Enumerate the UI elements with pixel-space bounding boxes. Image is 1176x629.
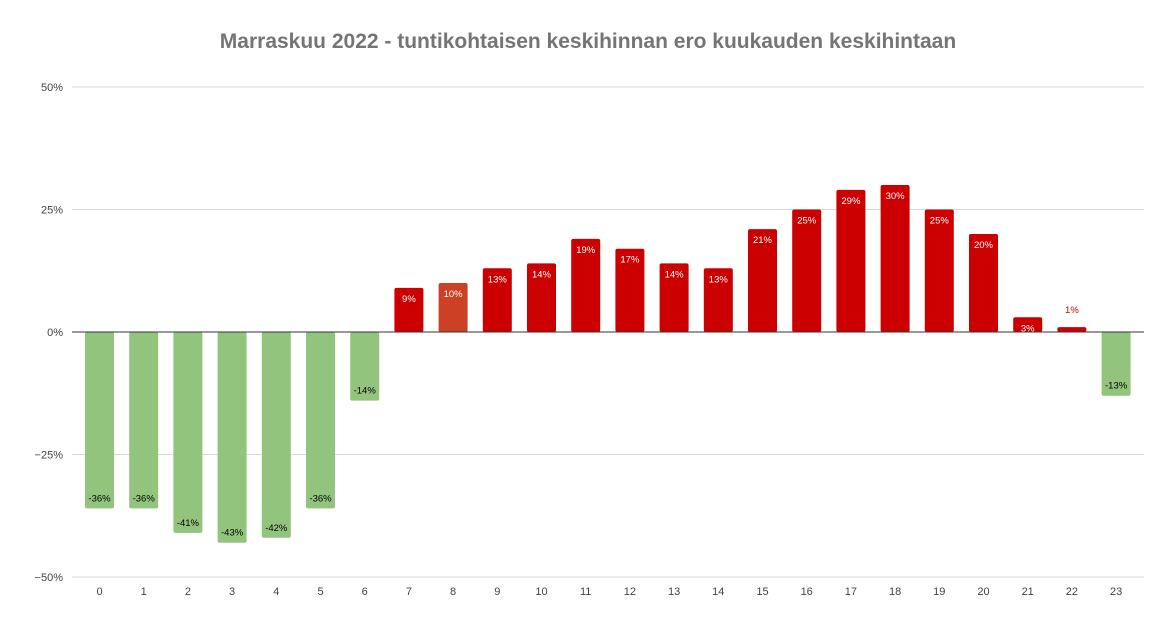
x-tick-label: 12 [624, 586, 636, 598]
y-tick-label: 0% [47, 327, 63, 339]
bar [924, 209, 954, 332]
bar [438, 283, 468, 332]
y-tick-label: −25% [35, 450, 64, 462]
gridlines [72, 86, 1144, 578]
x-tick-label: 9 [494, 586, 500, 598]
data-label: 17% [620, 255, 640, 266]
data-label: 13% [709, 274, 729, 285]
data-labels: -36% -36% -41% -43% -42% -36% -14% 9% 10% 13% 14% 1… [88, 191, 1127, 539]
bar [1101, 332, 1131, 396]
data-label: -36% [309, 493, 332, 504]
y-tick-label: −50% [35, 572, 64, 584]
y-tick-label: 50% [41, 82, 63, 94]
x-tick-label: 17 [845, 586, 857, 598]
bar [217, 332, 247, 543]
data-label: 14% [532, 269, 552, 280]
x-tick-label: 20 [977, 586, 989, 598]
data-label: 30% [886, 191, 906, 202]
chart-title: Marraskuu 2022 - tuntikohtaisen keskihin… [219, 30, 957, 53]
bar [836, 189, 866, 332]
data-label: 10% [444, 289, 464, 300]
x-tick-label: 15 [756, 586, 768, 598]
data-label: -14% [354, 386, 377, 397]
x-tick-label: 18 [889, 586, 901, 598]
data-label: -13% [1105, 381, 1128, 392]
x-tick-label: 10 [535, 586, 547, 598]
bar [703, 268, 733, 332]
data-label: 25% [930, 216, 950, 227]
x-tick-label: 8 [450, 586, 456, 598]
bar [129, 332, 159, 509]
bar [350, 332, 380, 401]
x-tick-label: 22 [1066, 586, 1078, 598]
x-tick-label: 1 [141, 586, 147, 598]
data-label: 19% [576, 245, 596, 256]
x-tick-label: 0 [96, 586, 102, 598]
bar [527, 263, 556, 332]
x-tick-label: 3 [229, 586, 235, 598]
bar [173, 332, 203, 533]
bar [394, 287, 424, 332]
data-label: 14% [665, 269, 685, 280]
data-label: 29% [841, 196, 861, 207]
x-tick-label: 6 [362, 586, 368, 598]
data-label: 3% [1021, 323, 1035, 334]
bar [792, 209, 822, 332]
data-label: 25% [797, 216, 817, 227]
bar [1013, 317, 1043, 332]
x-tick-label: 11 [580, 586, 591, 598]
bar [482, 268, 512, 332]
data-label: -36% [88, 493, 111, 504]
bar [615, 248, 645, 332]
data-label: 20% [974, 240, 994, 251]
x-tick-label: 19 [933, 586, 945, 598]
x-tick-label: 2 [185, 586, 191, 598]
bar [261, 332, 291, 538]
bar [659, 263, 689, 332]
y-axis-ticks: 50% 25% 0% −25% −50% [35, 82, 64, 584]
x-tick-label: 13 [668, 586, 680, 598]
bar [571, 238, 601, 332]
bar [1057, 327, 1087, 332]
x-tick-label: 21 [1022, 586, 1034, 598]
data-label: -43% [221, 528, 244, 539]
data-label: 13% [488, 274, 508, 285]
x-tick-label: 5 [317, 586, 323, 598]
x-tick-label: 16 [801, 586, 813, 598]
x-tick-label: 4 [273, 586, 279, 598]
data-label: 21% [753, 235, 773, 246]
y-tick-label: 25% [41, 205, 63, 217]
data-label: 9% [402, 294, 416, 305]
data-label: -42% [265, 523, 288, 534]
bar [748, 229, 777, 332]
bar [969, 234, 998, 332]
data-label: 1% [1065, 305, 1079, 316]
x-axis-ticks: 0 1 2 3 4 5 6 7 8 9 10 11 12 13 14 15 16 17 18 19 20 21 22 23 [96, 586, 1122, 598]
x-tick-label: 7 [406, 586, 412, 598]
x-tick-label: 14 [712, 586, 724, 598]
x-tick-label: 23 [1110, 586, 1122, 598]
bar [880, 185, 910, 332]
bar [85, 332, 114, 509]
bars [85, 185, 1131, 543]
data-label: -36% [133, 493, 156, 504]
data-label: -41% [177, 518, 200, 529]
bar [306, 332, 335, 509]
